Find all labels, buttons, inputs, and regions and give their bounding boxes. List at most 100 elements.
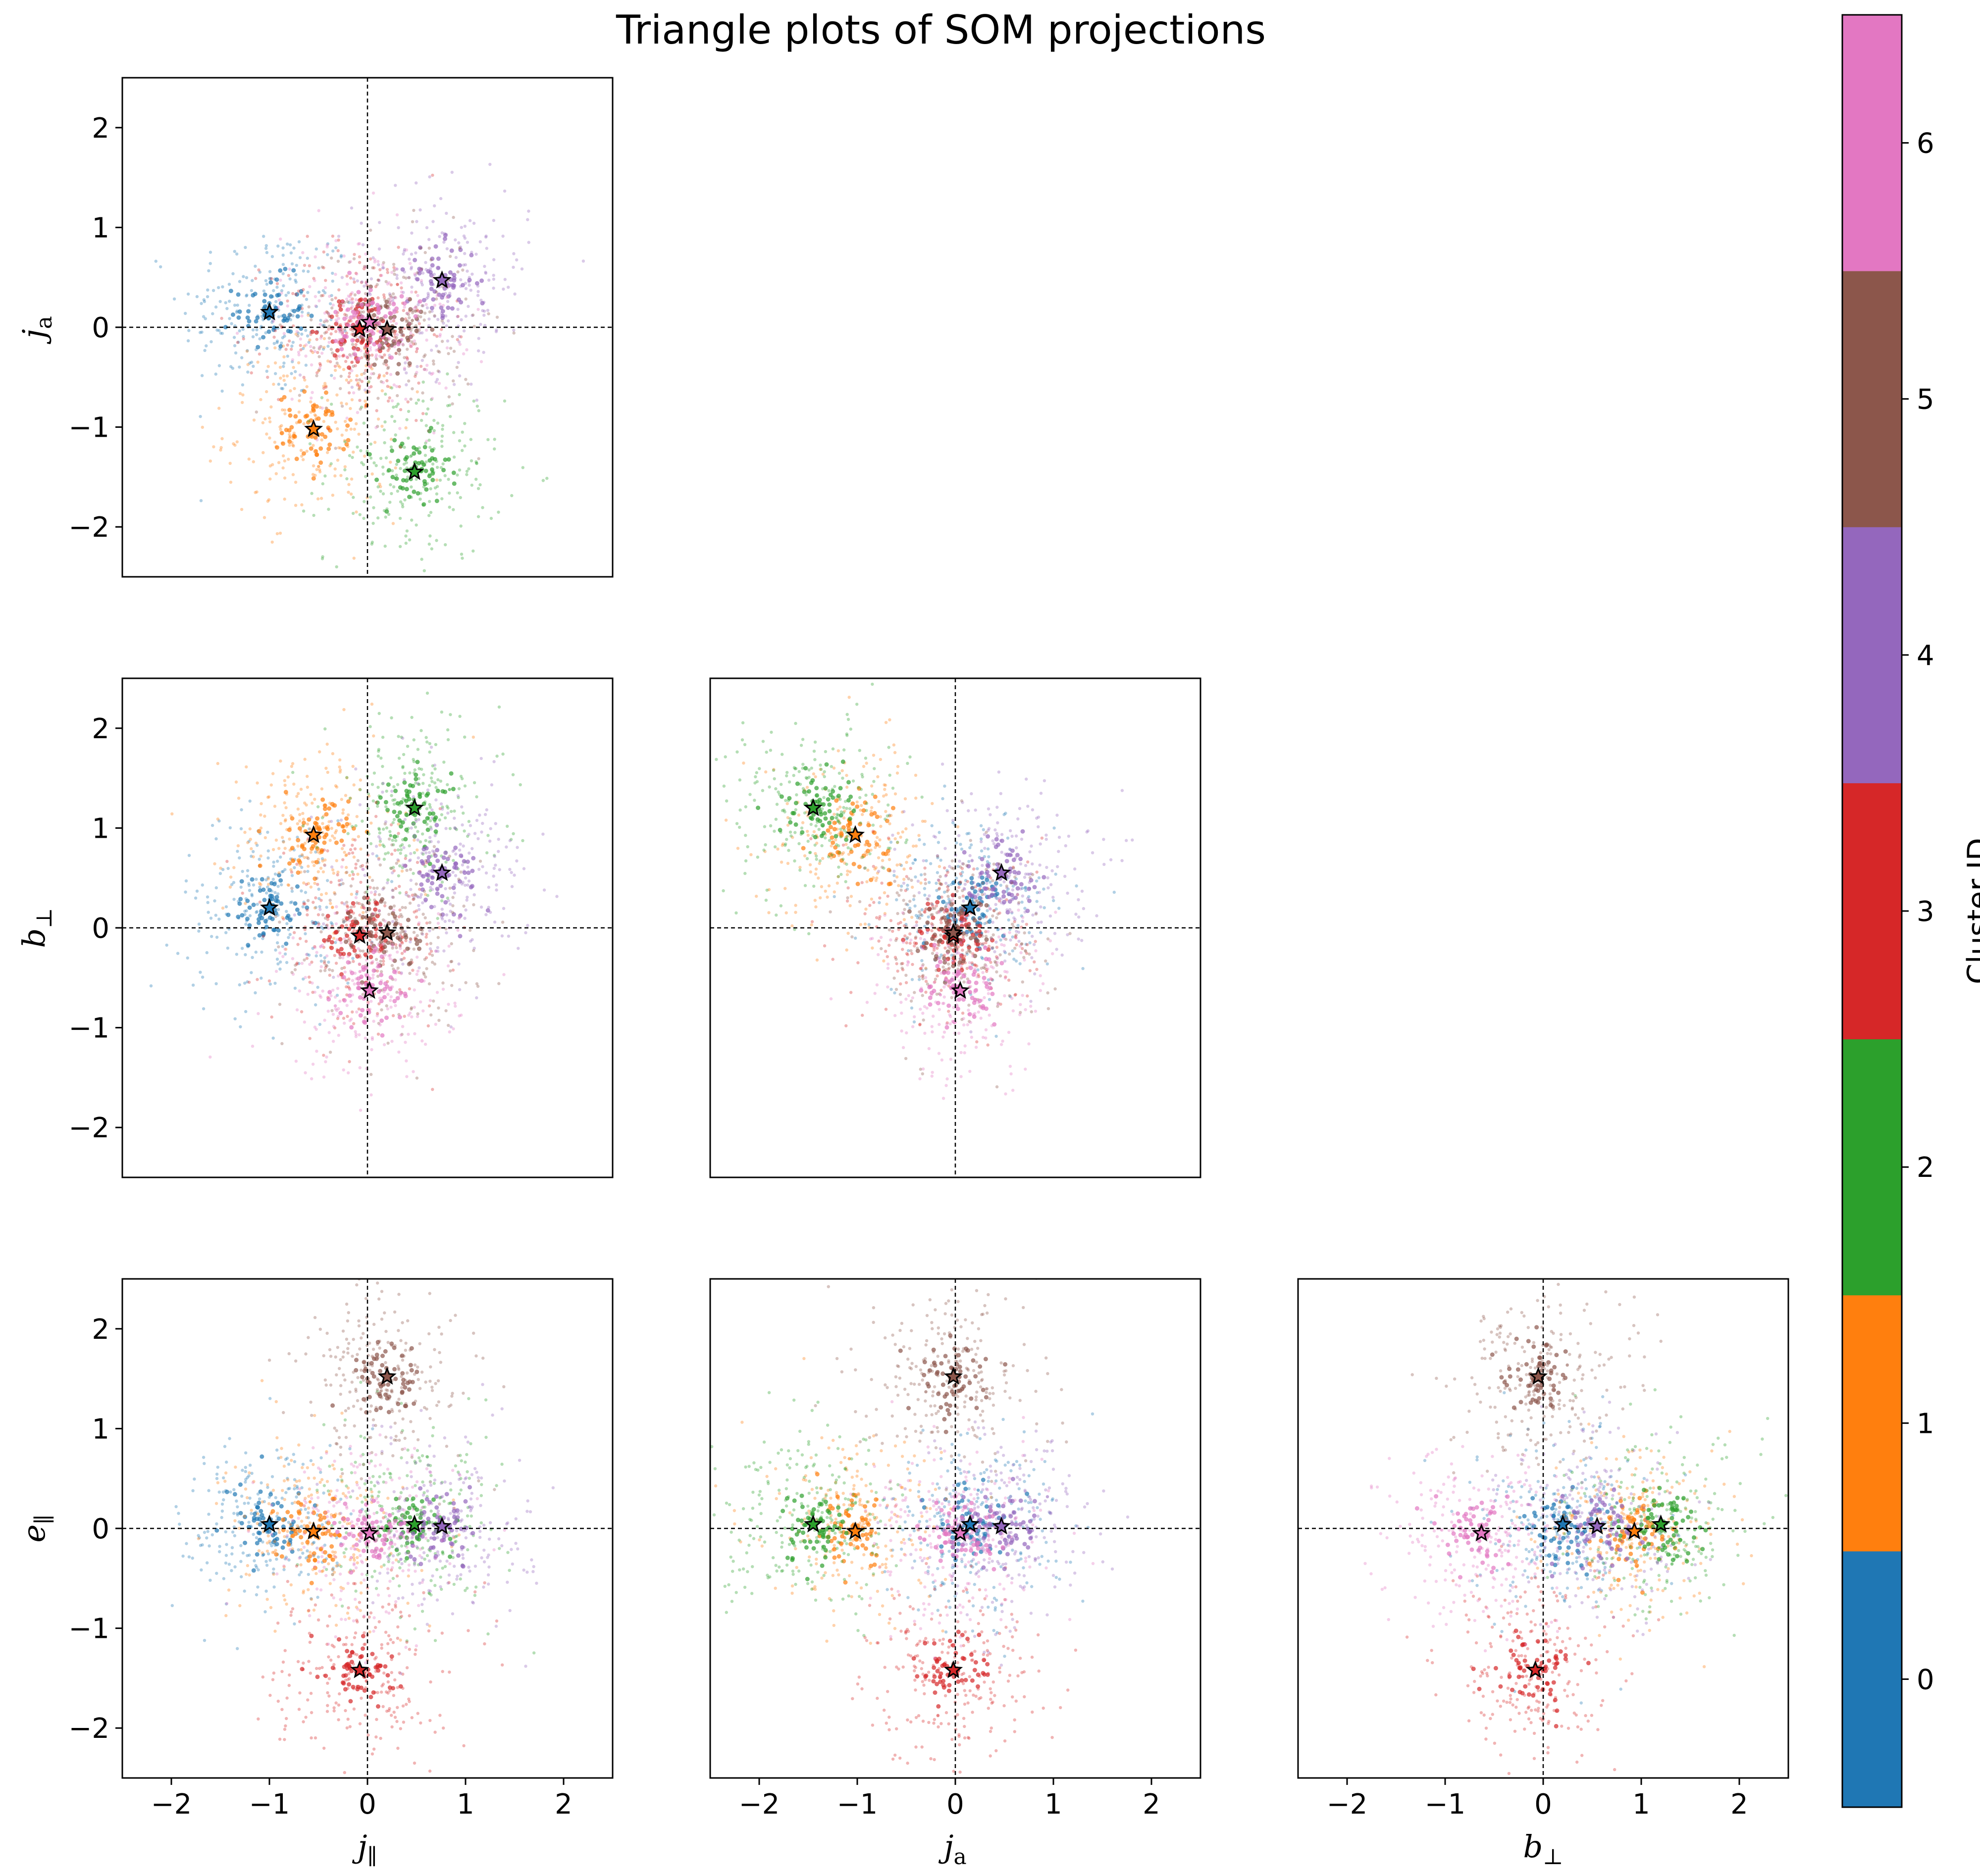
scatter-point bbox=[397, 915, 401, 918]
scatter-point bbox=[321, 289, 325, 293]
scatter-point bbox=[282, 374, 285, 378]
scatter-point bbox=[469, 382, 473, 386]
som-node bbox=[457, 879, 462, 884]
scatter-point bbox=[300, 503, 304, 507]
scatter-point bbox=[348, 318, 351, 322]
scatter-point bbox=[300, 310, 304, 314]
scatter-point bbox=[257, 268, 261, 272]
scatter-point bbox=[345, 477, 349, 481]
scatter-point bbox=[448, 491, 451, 495]
som-node bbox=[370, 300, 375, 305]
scatter-point bbox=[305, 450, 309, 453]
scatter-point bbox=[967, 860, 971, 863]
scatter-point bbox=[370, 783, 374, 786]
scatter-point bbox=[360, 903, 364, 907]
scatter-point bbox=[277, 945, 280, 949]
scatter-point bbox=[827, 789, 831, 793]
scatter-point bbox=[823, 944, 827, 948]
scatter-point bbox=[404, 906, 407, 910]
scatter-point bbox=[388, 501, 392, 504]
scatter-point bbox=[266, 500, 269, 503]
scatter-point bbox=[322, 384, 325, 388]
scatter-point bbox=[392, 269, 396, 272]
scatter-point bbox=[289, 901, 292, 905]
scatter-point bbox=[836, 875, 840, 878]
scatter-point bbox=[360, 356, 364, 359]
scatter-point bbox=[395, 405, 398, 408]
scatter-point bbox=[467, 879, 471, 883]
scatter-point bbox=[955, 841, 958, 845]
scatter-point bbox=[274, 969, 278, 973]
scatter-point bbox=[428, 310, 432, 314]
scatter-point bbox=[458, 1014, 461, 1017]
scatter-point bbox=[440, 328, 443, 331]
som-node bbox=[866, 823, 871, 828]
scatter-point bbox=[367, 380, 370, 383]
scatter-point bbox=[273, 346, 277, 350]
scatter-point bbox=[476, 487, 480, 490]
scatter-point bbox=[809, 870, 813, 874]
som-node bbox=[808, 815, 813, 820]
scatter-point bbox=[409, 267, 413, 271]
scatter-point bbox=[288, 433, 291, 436]
scatter-point bbox=[280, 291, 283, 295]
som-node bbox=[458, 248, 463, 253]
scatter-point bbox=[899, 982, 902, 986]
scatter-point bbox=[347, 491, 350, 494]
scatter-point bbox=[408, 987, 411, 991]
scatter-point bbox=[358, 399, 362, 402]
scatter-point bbox=[479, 360, 483, 363]
scatter-point bbox=[914, 796, 918, 800]
scatter-point bbox=[833, 812, 836, 816]
scatter-point bbox=[317, 922, 321, 926]
scatter-point bbox=[476, 984, 480, 988]
scatter-point bbox=[502, 907, 506, 911]
scatter-point bbox=[409, 940, 412, 944]
scatter-point bbox=[903, 797, 907, 801]
scatter-point bbox=[901, 948, 904, 951]
scatter-point bbox=[435, 290, 438, 294]
scatter-point bbox=[787, 780, 791, 784]
scatter-point bbox=[769, 749, 773, 752]
scatter-point bbox=[409, 858, 412, 862]
som-node bbox=[356, 976, 361, 981]
scatter-point bbox=[382, 581, 385, 584]
som-node bbox=[405, 946, 410, 951]
scatter-point bbox=[338, 330, 342, 334]
som-node bbox=[297, 826, 302, 831]
scatter-point bbox=[715, 758, 718, 761]
som-node bbox=[330, 802, 335, 807]
scatter-point bbox=[468, 283, 471, 287]
scatter-point bbox=[937, 841, 940, 844]
scatter-point bbox=[322, 1075, 326, 1079]
scatter-point bbox=[454, 827, 458, 830]
scatter-point bbox=[283, 459, 287, 463]
scatter-point bbox=[430, 954, 434, 957]
scatter-point bbox=[447, 1003, 450, 1006]
som-node bbox=[360, 314, 365, 319]
scatter-point bbox=[333, 1004, 337, 1008]
scatter-point bbox=[976, 867, 979, 870]
som-node bbox=[339, 347, 344, 352]
scatter-point bbox=[250, 847, 253, 851]
scatter-point bbox=[217, 406, 221, 410]
scatter-point bbox=[319, 893, 323, 897]
scatter-point bbox=[330, 865, 334, 869]
som-node bbox=[422, 819, 427, 824]
scatter-point bbox=[458, 714, 462, 718]
scatter-point bbox=[364, 252, 367, 256]
som-node bbox=[855, 881, 860, 886]
scatter-point bbox=[331, 494, 335, 497]
scatter-point bbox=[298, 394, 302, 397]
som-node bbox=[419, 978, 424, 983]
scatter-point bbox=[924, 966, 928, 970]
scatter-point bbox=[1039, 931, 1042, 934]
scatter-point bbox=[385, 1004, 388, 1008]
som-node bbox=[838, 786, 843, 791]
scatter-point bbox=[487, 906, 490, 909]
scatter-point bbox=[996, 927, 1000, 931]
scatter-point bbox=[290, 887, 294, 890]
scatter-point bbox=[907, 949, 910, 953]
scatter-point bbox=[317, 369, 320, 373]
scatter-point bbox=[323, 382, 327, 385]
